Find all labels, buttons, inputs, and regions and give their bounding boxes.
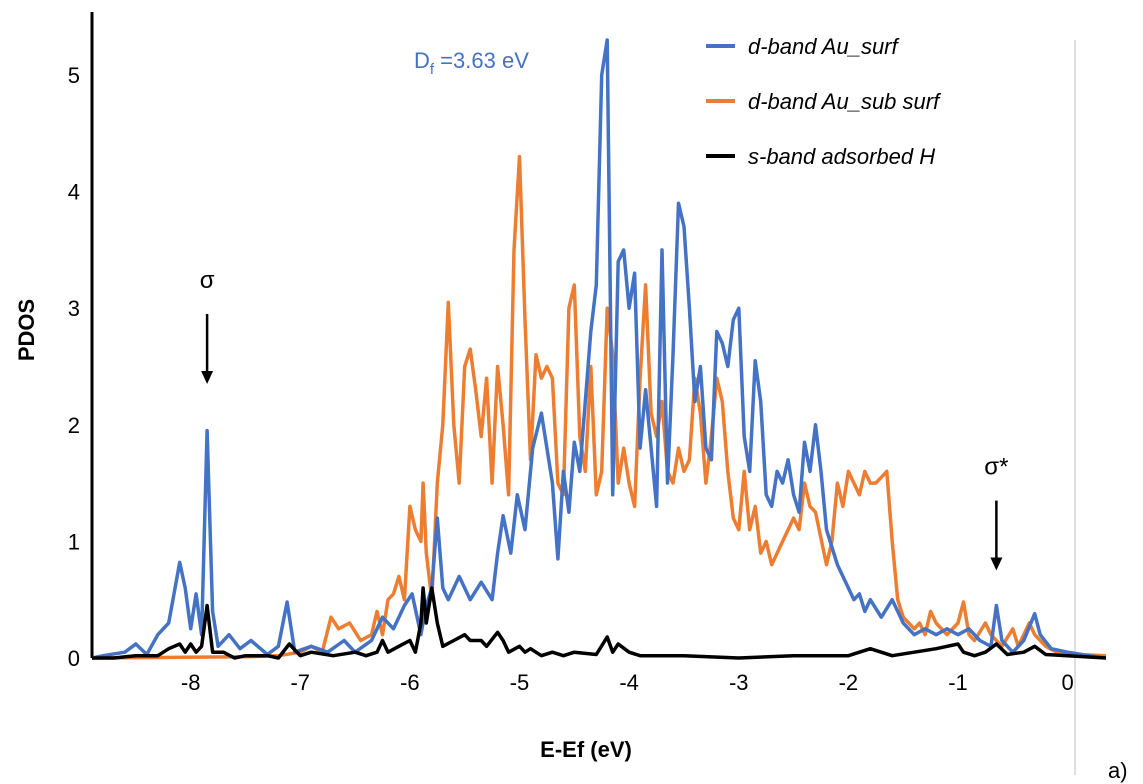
sigma-arrow-head [201, 370, 214, 384]
sigma-star-label: σ* [984, 454, 1008, 481]
y-axis-title: PDOS [14, 299, 39, 361]
panel-label: a) [1108, 758, 1128, 783]
y-tick-label: 5 [68, 63, 80, 88]
chart-legend: d-band Au_surf d-band Au_sub surf s-band a… [706, 34, 942, 169]
sigma-label: σ [200, 267, 215, 294]
sigma-star-arrow-head [990, 557, 1003, 571]
x-axis-title: E-Ef (eV) [540, 737, 632, 762]
chart-annotations: σ σ* Df =3.63 eV a) [200, 48, 1128, 783]
legend-label: d-band Au_surf [748, 34, 901, 59]
x-tick-label: -6 [400, 670, 420, 695]
chart-series [92, 38, 1106, 660]
chart-axes: 0 1 2 3 4 5 -8 -7 -6 -5 -4 -3 -2 -1 0 E-Ef (eV) PDOS [14, 12, 1076, 775]
x-tick-label: -3 [729, 670, 749, 695]
x-tick-label: -7 [290, 670, 310, 695]
x-tick-label: -4 [619, 670, 639, 695]
df-annotation: Df =3.63 eV [414, 48, 529, 78]
x-tick-label: -1 [948, 670, 968, 695]
y-tick-label: 1 [68, 529, 80, 554]
series-line-au-surf [92, 38, 1106, 660]
x-tick-label: -5 [510, 670, 530, 695]
y-tick-label: 0 [68, 646, 80, 671]
y-tick-label: 2 [68, 413, 80, 438]
x-tick-label: 0 [1062, 670, 1074, 695]
y-tick-label: 3 [68, 296, 80, 321]
x-tick-label: -8 [181, 670, 201, 695]
x-tick-label: -2 [839, 670, 859, 695]
series-line-adsorbed-h [92, 586, 1106, 660]
y-tick-label: 4 [68, 180, 80, 205]
legend-label: d-band Au_sub surf [748, 89, 942, 114]
legend-label: s-band adsorbed H [748, 144, 935, 169]
